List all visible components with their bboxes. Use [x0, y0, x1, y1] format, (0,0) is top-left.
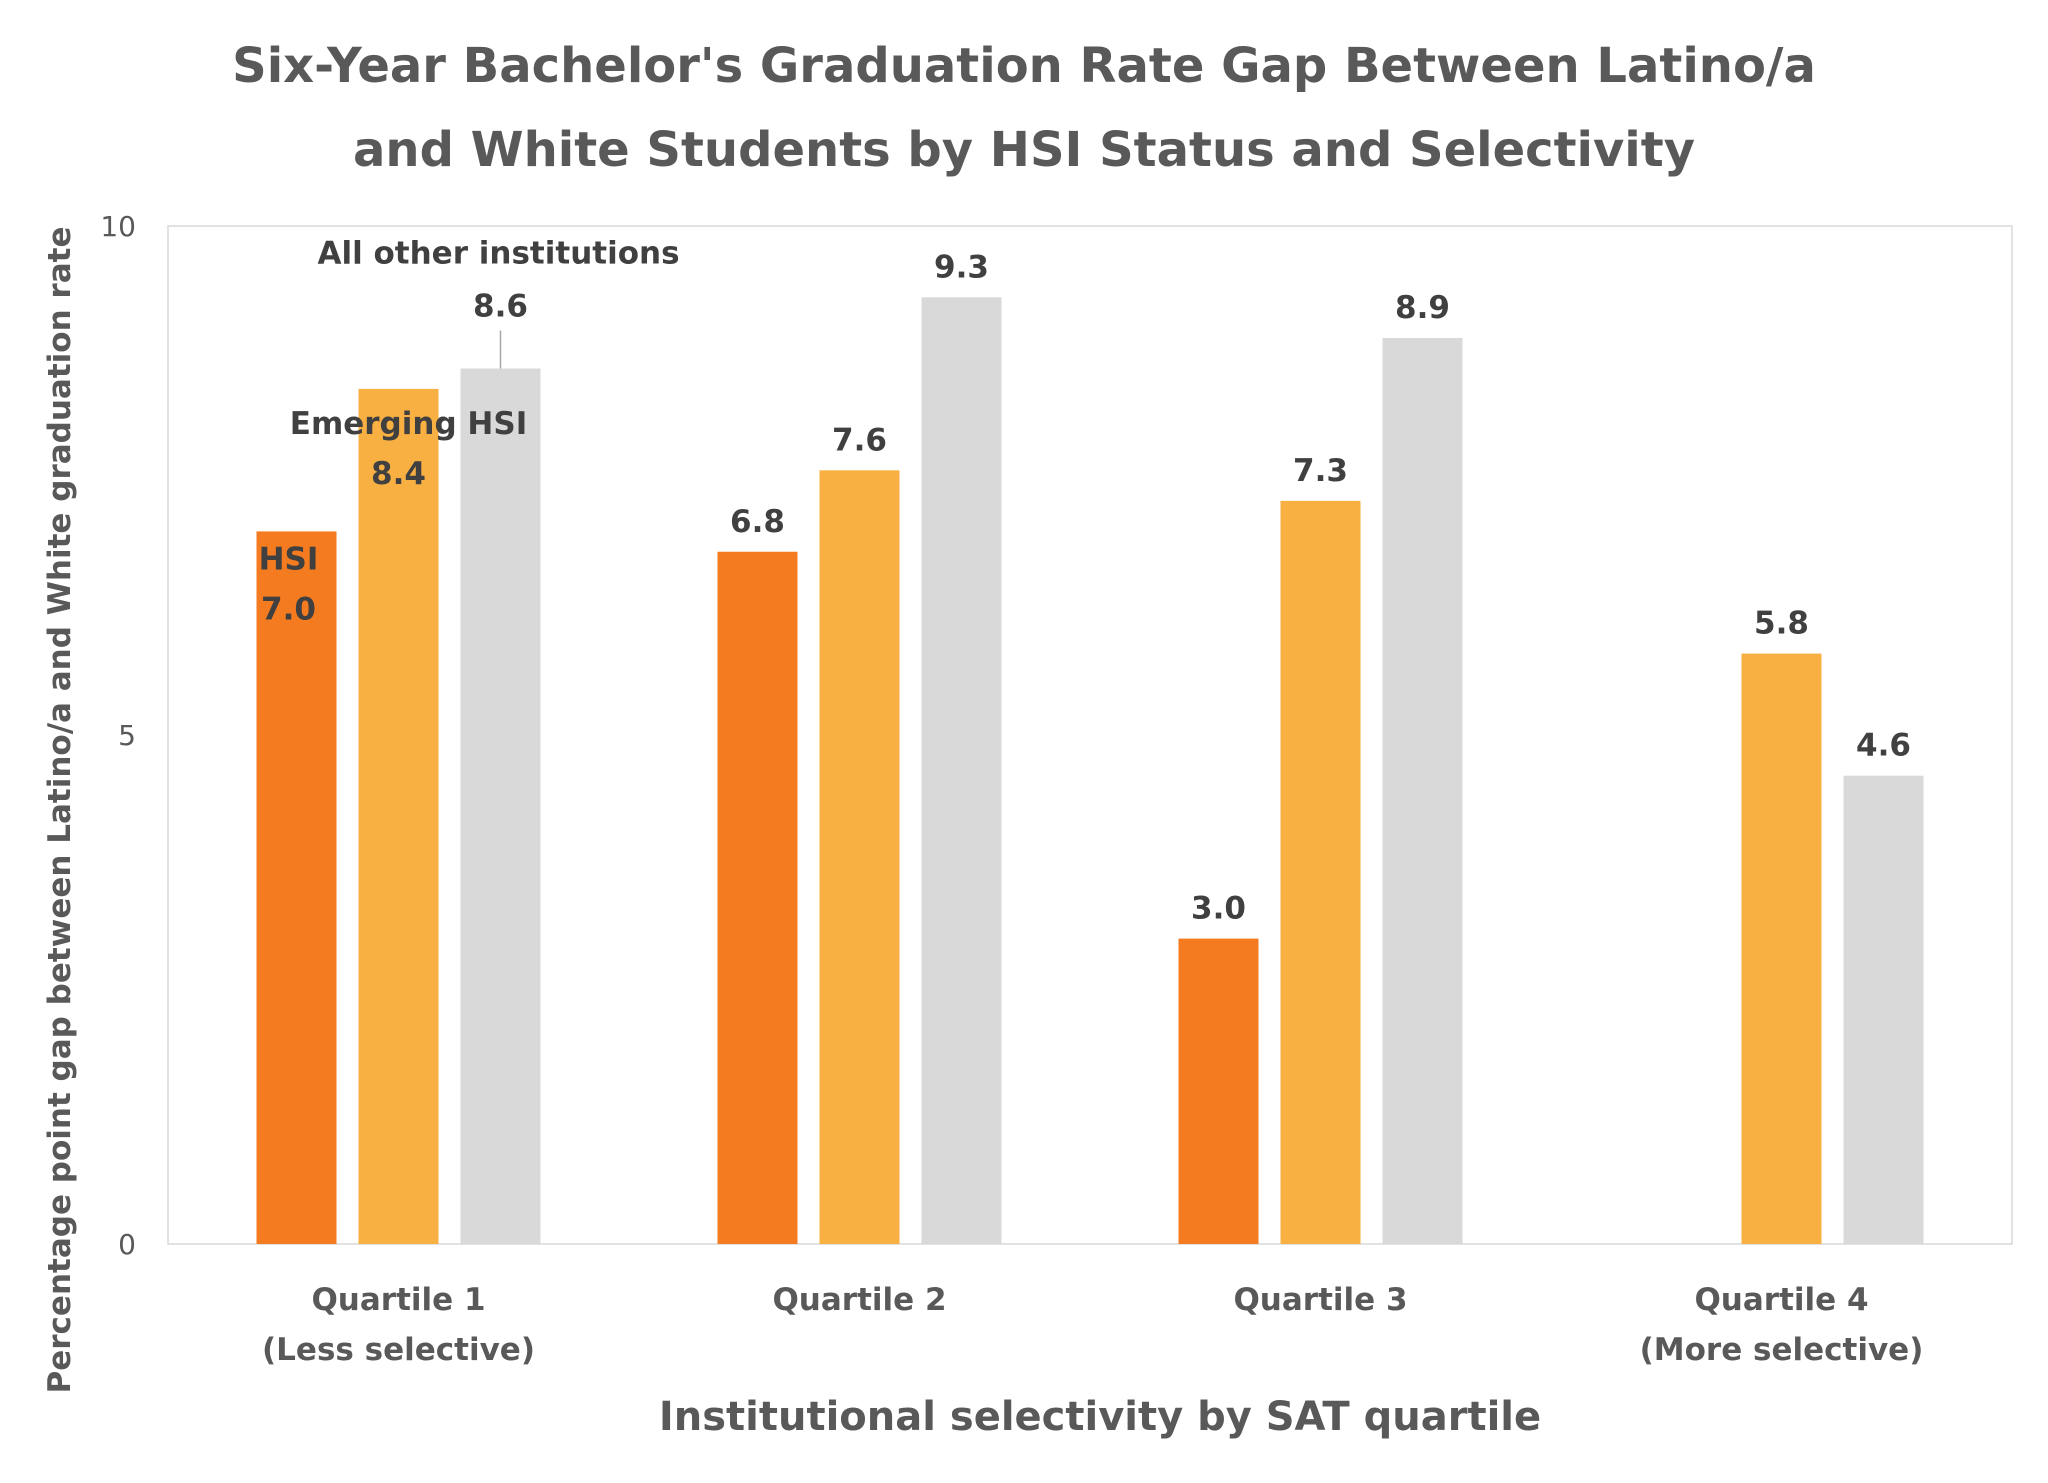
data-label: 8.4 [371, 456, 426, 492]
data-label: 7.6 [832, 422, 887, 458]
plot-area [167, 225, 2013, 1245]
data-label: 9.3 [934, 249, 989, 285]
bar [921, 297, 1002, 1244]
x-tick-label: Quartile 4 [1694, 1282, 1868, 1318]
bar [1382, 337, 1463, 1245]
bar [819, 470, 900, 1244]
data-label: 8.6 [473, 289, 528, 325]
data-label: 8.9 [1395, 290, 1450, 326]
bar [460, 368, 541, 1244]
chart-title-line-1: Six-Year Bachelor's Graduation Rate Gap … [232, 38, 1816, 94]
bar [1280, 500, 1361, 1244]
x-axis-title: Institutional selectivity by SAT quartil… [659, 1394, 1541, 1440]
x-tick-label: Quartile 2 [772, 1282, 946, 1318]
data-label: 6.8 [730, 504, 785, 540]
chart-title-line-2: and White Students by HSI Status and Sel… [353, 122, 1695, 178]
data-label: 5.8 [1754, 606, 1809, 642]
legend-label: All other institutions [317, 236, 679, 272]
legend-label: HSI [259, 541, 319, 577]
x-tick-label: (More selective) [1640, 1332, 1924, 1368]
bar [1843, 775, 1924, 1244]
x-tick-label: Quartile 1 [311, 1282, 485, 1318]
data-label: 3.0 [1191, 891, 1246, 927]
bar [717, 551, 798, 1244]
data-label: 7.0 [261, 591, 316, 627]
legend-label: Emerging HSI [290, 406, 527, 442]
y-axis-title: Percentage point gap between Latino/a an… [42, 227, 78, 1394]
data-label: 4.6 [1856, 728, 1911, 764]
y-tick-label: 0 [118, 1228, 136, 1261]
bar [1178, 938, 1259, 1244]
bar [358, 388, 439, 1244]
bar [1741, 653, 1822, 1244]
bar [256, 531, 337, 1244]
y-tick-label: 10 [100, 210, 136, 243]
x-tick-label: Quartile 3 [1233, 1282, 1407, 1318]
y-tick-label: 5 [118, 719, 136, 752]
data-label: 7.3 [1293, 453, 1348, 489]
x-tick-label: (Less selective) [262, 1332, 535, 1368]
